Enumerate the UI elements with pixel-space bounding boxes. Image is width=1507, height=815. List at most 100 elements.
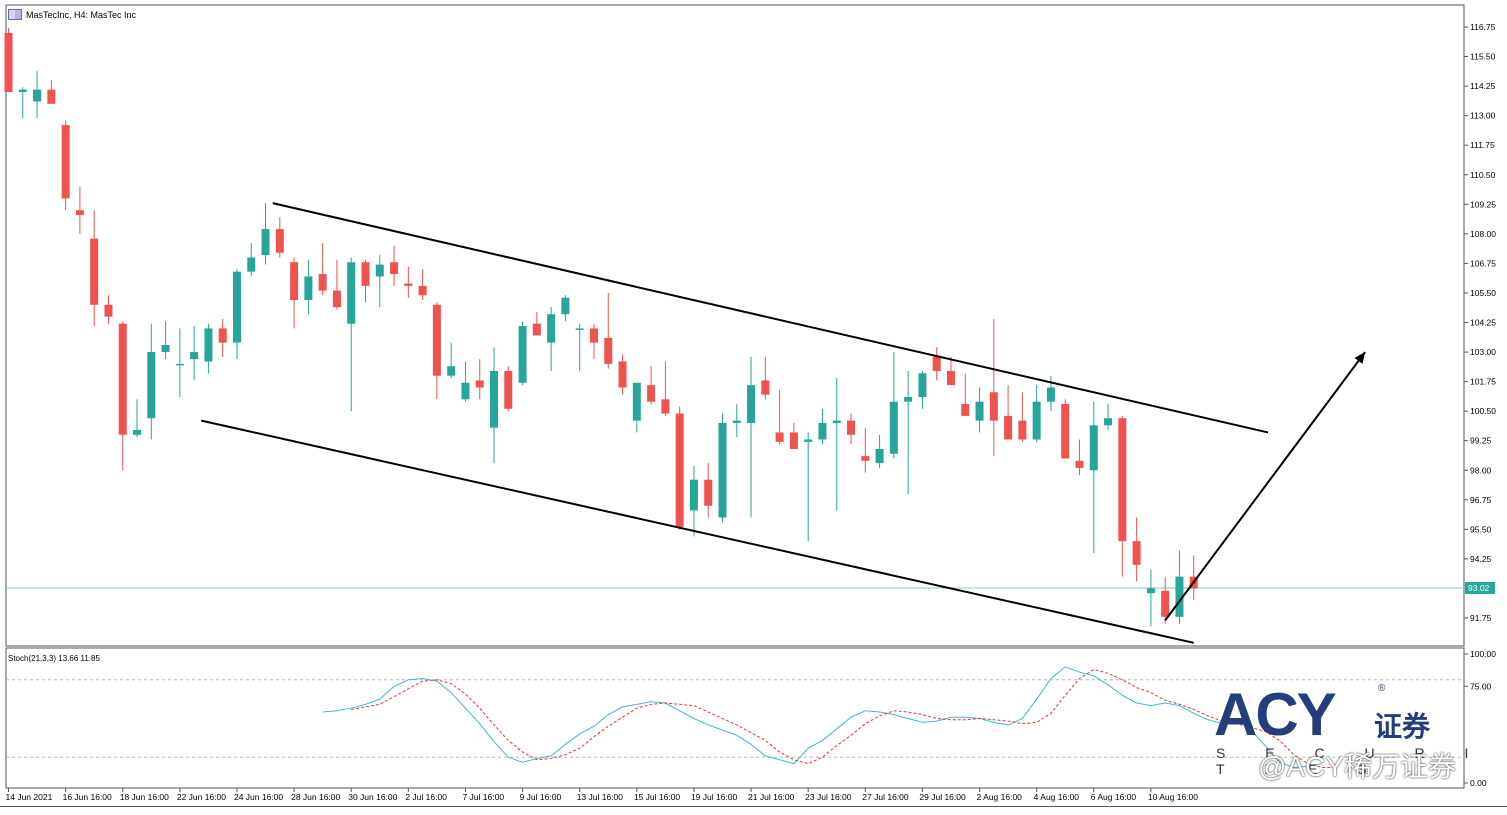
candle-body <box>875 448 884 464</box>
candle-body <box>190 352 199 360</box>
candles-group <box>4 28 1198 627</box>
price-tick-label: 100.50 <box>1470 406 1496 416</box>
price-tick-label: 115.50 <box>1470 52 1496 62</box>
candle-body <box>1046 387 1055 402</box>
candle-body <box>589 328 598 343</box>
candle-body <box>804 439 813 442</box>
candle-body <box>33 89 42 102</box>
candle-body <box>18 89 27 93</box>
candle-body <box>718 422 727 518</box>
price-tick-label: 104.25 <box>1470 318 1496 328</box>
stoch-signal-line <box>351 668 1337 769</box>
candle-body <box>575 328 584 330</box>
candle-body <box>1175 576 1184 617</box>
candle-body <box>347 262 356 324</box>
candle-body <box>247 257 256 272</box>
watermark: @ACY稀万证券 <box>1258 751 1456 782</box>
candle-body <box>932 356 941 371</box>
chart-window-icon <box>8 9 22 20</box>
time-tick-label: 9 Jul 16:00 <box>520 792 562 802</box>
candle-body <box>732 420 741 423</box>
time-tick-label: 14 Jun 2021 <box>6 792 53 802</box>
candle-body <box>375 264 384 277</box>
time-tick-label: 10 Aug 16:00 <box>1148 792 1198 802</box>
price-tick-label: 116.75 <box>1470 22 1496 32</box>
time-tick-label: 13 Jul 16:00 <box>577 792 624 802</box>
candle-body <box>361 262 370 286</box>
candle-body <box>1161 590 1170 617</box>
time-tick-label: 15 Jul 16:00 <box>634 792 681 802</box>
candle-body <box>75 210 84 215</box>
candle-body <box>689 479 698 511</box>
candle-body <box>1118 418 1127 542</box>
candle-body <box>1089 425 1098 471</box>
candle-body <box>318 274 327 291</box>
candle-body <box>761 380 770 395</box>
candle-body <box>832 420 841 423</box>
candle-body <box>518 326 527 383</box>
candle-body <box>218 328 227 343</box>
time-tick-label: 21 Jul 16:00 <box>748 792 795 802</box>
candle-body <box>47 89 56 104</box>
logo-securities: S E C U R I T I E S <box>1216 745 1487 777</box>
time-tick-label: 2 Jul 16:00 <box>405 792 447 802</box>
candle-body <box>989 392 998 421</box>
time-tick-label: 2 Aug 16:00 <box>977 792 1023 802</box>
logo-registered: ® <box>1378 683 1386 694</box>
candle-body <box>946 370 955 386</box>
price-tick-label: 105.50 <box>1470 288 1496 298</box>
stochastic-pane <box>5 647 1465 789</box>
logo-brand: ACY <box>1214 681 1337 748</box>
candle-body <box>4 32 13 93</box>
candle-body <box>104 304 113 317</box>
candle-body <box>532 323 541 336</box>
candle-body <box>461 382 470 400</box>
stochastic-label: Stoch(21,3,3) 13.66 11.85 <box>8 654 100 663</box>
candle-body <box>418 285 427 296</box>
candle-body <box>1061 404 1070 459</box>
candle-body <box>661 399 670 414</box>
candle-body <box>90 238 99 305</box>
candle-body <box>747 385 756 423</box>
candle-body <box>447 366 456 376</box>
candle-body <box>404 283 413 286</box>
candle-body <box>290 262 299 301</box>
candle-body <box>332 290 341 308</box>
price-tick-label: 106.75 <box>1470 258 1496 268</box>
time-tick-label: 30 Jun 16:00 <box>348 792 397 802</box>
candle-body <box>1132 541 1141 565</box>
candle-body <box>961 404 970 416</box>
price-tick-label: 109.25 <box>1470 199 1496 209</box>
channel-line-lower <box>201 419 1194 644</box>
price-tick-label: 99.25 <box>1470 436 1492 446</box>
current-price-label: 93.02 <box>1468 583 1490 593</box>
candle-body <box>1018 420 1027 440</box>
candle-body <box>818 422 827 440</box>
time-tick-label: 27 Jul 16:00 <box>862 792 909 802</box>
time-tick-label: 22 Jun 16:00 <box>177 792 226 802</box>
candle-body <box>889 401 898 454</box>
candle-body <box>632 382 641 421</box>
candle-body <box>204 328 213 362</box>
candle-body <box>490 370 499 428</box>
chart-title: MasTecInc, H4: MasTec Inc <box>26 9 137 20</box>
candle-body <box>147 352 156 419</box>
time-tick-label: 4 Aug 16:00 <box>1034 792 1080 802</box>
time-tick-label: 28 Jun 16:00 <box>291 792 340 802</box>
price-tick-label: 91.75 <box>1470 613 1492 623</box>
price-tick-label: 110.50 <box>1470 170 1496 180</box>
candle-body <box>1004 415 1013 440</box>
candle-body <box>475 380 484 388</box>
price-tick-label: 98.00 <box>1470 465 1492 475</box>
candle-body <box>1104 418 1113 426</box>
stoch-tick-label: 0.00 <box>1470 778 1487 788</box>
candle-body <box>775 432 784 442</box>
candle-body <box>504 370 513 409</box>
time-tick-label: 29 Jul 16:00 <box>919 792 966 802</box>
forecast-arrow-head <box>1354 352 1366 364</box>
price-tick-label: 94.25 <box>1470 554 1492 564</box>
candle-body <box>861 456 870 461</box>
time-tick-label: 6 Aug 16:00 <box>1091 792 1137 802</box>
